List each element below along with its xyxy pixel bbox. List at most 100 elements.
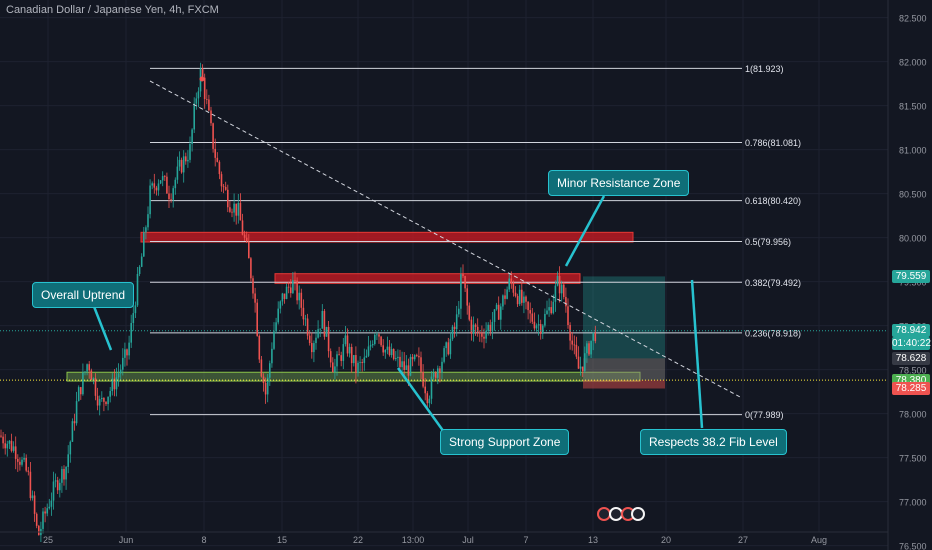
candle	[390, 343, 393, 358]
candle	[405, 355, 408, 371]
candle-body	[441, 361, 443, 373]
candle-body	[571, 340, 573, 345]
candle	[537, 314, 540, 336]
candle-body	[367, 346, 370, 356]
price-tag: 78.628	[892, 351, 930, 365]
candle	[302, 299, 305, 326]
candle-body	[449, 338, 452, 355]
zone-resistance	[140, 231, 634, 243]
candle	[384, 349, 387, 359]
candle-body	[77, 387, 80, 402]
candle-body	[111, 378, 114, 392]
candle-body	[140, 256, 143, 267]
candle	[388, 339, 391, 357]
overlays	[0, 76, 888, 521]
candle	[266, 373, 269, 403]
candle-body	[46, 508, 48, 514]
candle	[94, 373, 97, 401]
candle	[147, 206, 149, 231]
candle	[193, 97, 195, 133]
candle	[14, 436, 17, 470]
candle	[2, 431, 4, 449]
candle	[203, 73, 206, 109]
candle	[273, 322, 275, 350]
candle	[428, 395, 431, 408]
candle-body	[134, 305, 137, 314]
zone-support	[66, 371, 641, 382]
candle-body	[369, 345, 372, 347]
candle-body	[80, 387, 82, 395]
candle-body	[483, 336, 485, 339]
candle	[342, 337, 345, 370]
candle-body	[315, 337, 317, 344]
candle-body	[38, 525, 40, 536]
candle-body	[512, 283, 515, 293]
candle-body	[170, 199, 172, 200]
candle	[52, 471, 55, 510]
candle-body	[363, 357, 366, 363]
candle-body	[50, 500, 53, 507]
position-profit-zone	[583, 276, 665, 381]
candle	[222, 184, 225, 194]
candle	[256, 298, 258, 337]
candle-body	[168, 193, 170, 200]
candle-body	[287, 286, 290, 288]
x-tick-label: Aug	[811, 535, 827, 545]
candle-body	[201, 68, 204, 78]
candle	[292, 272, 294, 294]
candle-body	[237, 202, 240, 216]
candle	[306, 313, 309, 340]
candle	[321, 304, 324, 329]
candle-body	[6, 443, 9, 449]
candle	[332, 357, 334, 373]
candle	[369, 340, 372, 351]
candle	[340, 351, 342, 367]
candle-body	[2, 436, 4, 444]
candle-body	[344, 335, 347, 345]
candle	[208, 94, 210, 112]
candle-body	[90, 370, 93, 380]
candle-body	[401, 361, 403, 368]
candle-body	[529, 310, 531, 314]
candle	[233, 193, 235, 222]
candle-body	[264, 383, 267, 395]
candle-body	[550, 307, 552, 314]
candle-body	[67, 454, 69, 467]
candle	[155, 185, 158, 196]
candle	[128, 335, 130, 360]
candle	[464, 275, 466, 292]
candle-body	[518, 289, 521, 305]
candle-body	[380, 336, 382, 346]
candle-body	[260, 359, 263, 377]
candle	[117, 363, 120, 387]
candle-body	[447, 342, 450, 355]
candle-body	[445, 342, 447, 349]
candle	[113, 369, 116, 397]
candle-body	[548, 307, 550, 311]
candle-body	[437, 368, 439, 378]
candle	[460, 267, 462, 319]
candle	[577, 346, 580, 369]
candle-body	[384, 349, 387, 353]
candle-body	[63, 469, 65, 480]
candle	[382, 339, 384, 356]
candle-body	[256, 302, 258, 336]
candle	[491, 312, 494, 340]
candle-body	[409, 356, 412, 376]
candle-body	[466, 288, 468, 306]
candle	[298, 285, 300, 310]
candle	[365, 349, 368, 358]
candle-body	[542, 325, 544, 334]
zones	[66, 231, 665, 389]
candle-body	[443, 348, 445, 362]
candle	[575, 336, 578, 360]
annotation-minor-resistance: Minor Resistance Zone	[548, 170, 690, 196]
candle-body	[101, 397, 103, 400]
candle	[115, 367, 118, 397]
candle-body	[355, 355, 357, 373]
candle	[182, 150, 185, 183]
candle	[287, 282, 290, 294]
candle	[109, 387, 111, 403]
candle-body	[8, 440, 11, 444]
